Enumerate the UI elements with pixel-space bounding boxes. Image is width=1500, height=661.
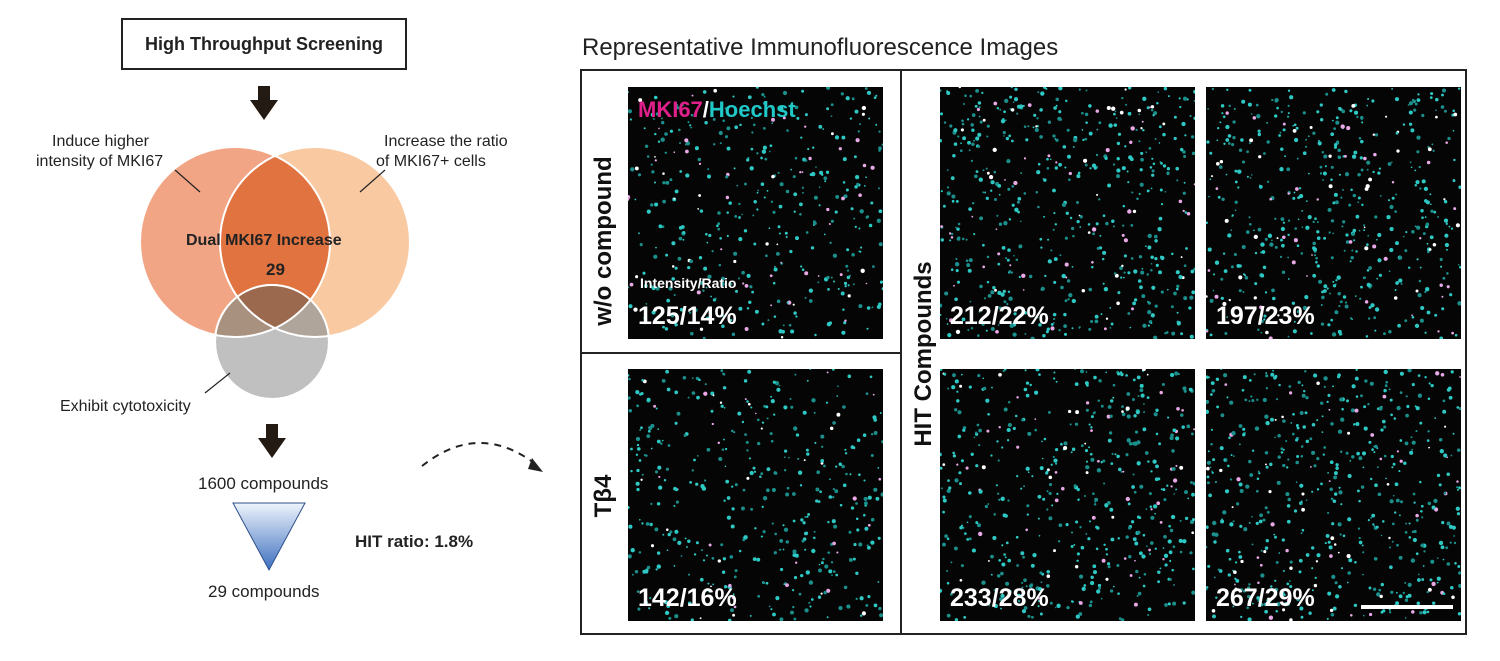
micrograph-hit-2: 197/23% xyxy=(1206,87,1461,339)
panel-title: Representative Immunofluorescence Images xyxy=(582,34,1059,61)
screening-title: High Throughput Screening xyxy=(145,33,383,54)
micrograph-wo: MKI67/Hoechst Intensity/Ratio 125/14% xyxy=(628,87,883,339)
venn-diagram xyxy=(139,146,411,400)
venn-left-label-2: intensity of MKI67 xyxy=(36,153,164,170)
micrograph-tb4: 142/16% xyxy=(628,369,883,621)
down-arrow-2 xyxy=(258,424,286,458)
venn-left-label-1: Induce higher xyxy=(52,133,149,150)
image-value: 197/23% xyxy=(1216,302,1315,330)
dashed-arrow xyxy=(421,442,539,467)
micrograph-hit-4: 267/29% xyxy=(1206,369,1461,621)
scale-bar xyxy=(1361,605,1453,609)
screening-title-box: High Throughput Screening xyxy=(121,18,407,70)
image-value: 212/22% xyxy=(950,302,1049,330)
image-value: 142/16% xyxy=(638,584,737,612)
row-label-wo-compound: w/o compound xyxy=(590,156,617,326)
venn-bottom-label: Exhibit cytotoxicity xyxy=(60,398,191,415)
compounds-start: 1600 compounds xyxy=(198,474,329,493)
row-label-tb4: Tβ4 xyxy=(590,474,617,518)
venn-intersection-count: 29 xyxy=(266,260,285,279)
flow-graphics xyxy=(139,86,543,572)
image-value: 125/14% xyxy=(638,302,737,330)
image-value: 233/28% xyxy=(950,584,1049,612)
funnel-triangle xyxy=(232,502,306,572)
image-value: 267/29% xyxy=(1216,584,1315,612)
micrograph-hit-3: 233/28% xyxy=(940,369,1195,621)
hit-ratio: HIT ratio: 1.8% xyxy=(355,532,474,551)
compounds-end: 29 compounds xyxy=(208,582,320,601)
stain-legend: MKI67/Hoechst xyxy=(638,97,796,123)
stain-nuclear: Hoechst xyxy=(708,97,796,122)
down-arrow-1 xyxy=(250,86,278,120)
venn-right-label-2: of MKI67+ cells xyxy=(376,153,486,170)
venn-intersection-label: Dual MKI67 Increase xyxy=(186,232,342,249)
intensity-ratio-label: Intensity/Ratio xyxy=(640,275,737,291)
panel-divider-horizontal xyxy=(580,352,902,354)
micrograph-hit-1: 212/22% xyxy=(940,87,1195,339)
venn-right-label-1: Increase the ratio xyxy=(384,133,508,150)
stain-marker: MKI67 xyxy=(638,97,703,122)
column-label-hit: HIT Compounds xyxy=(910,261,937,447)
stain-sep: / xyxy=(702,97,709,122)
